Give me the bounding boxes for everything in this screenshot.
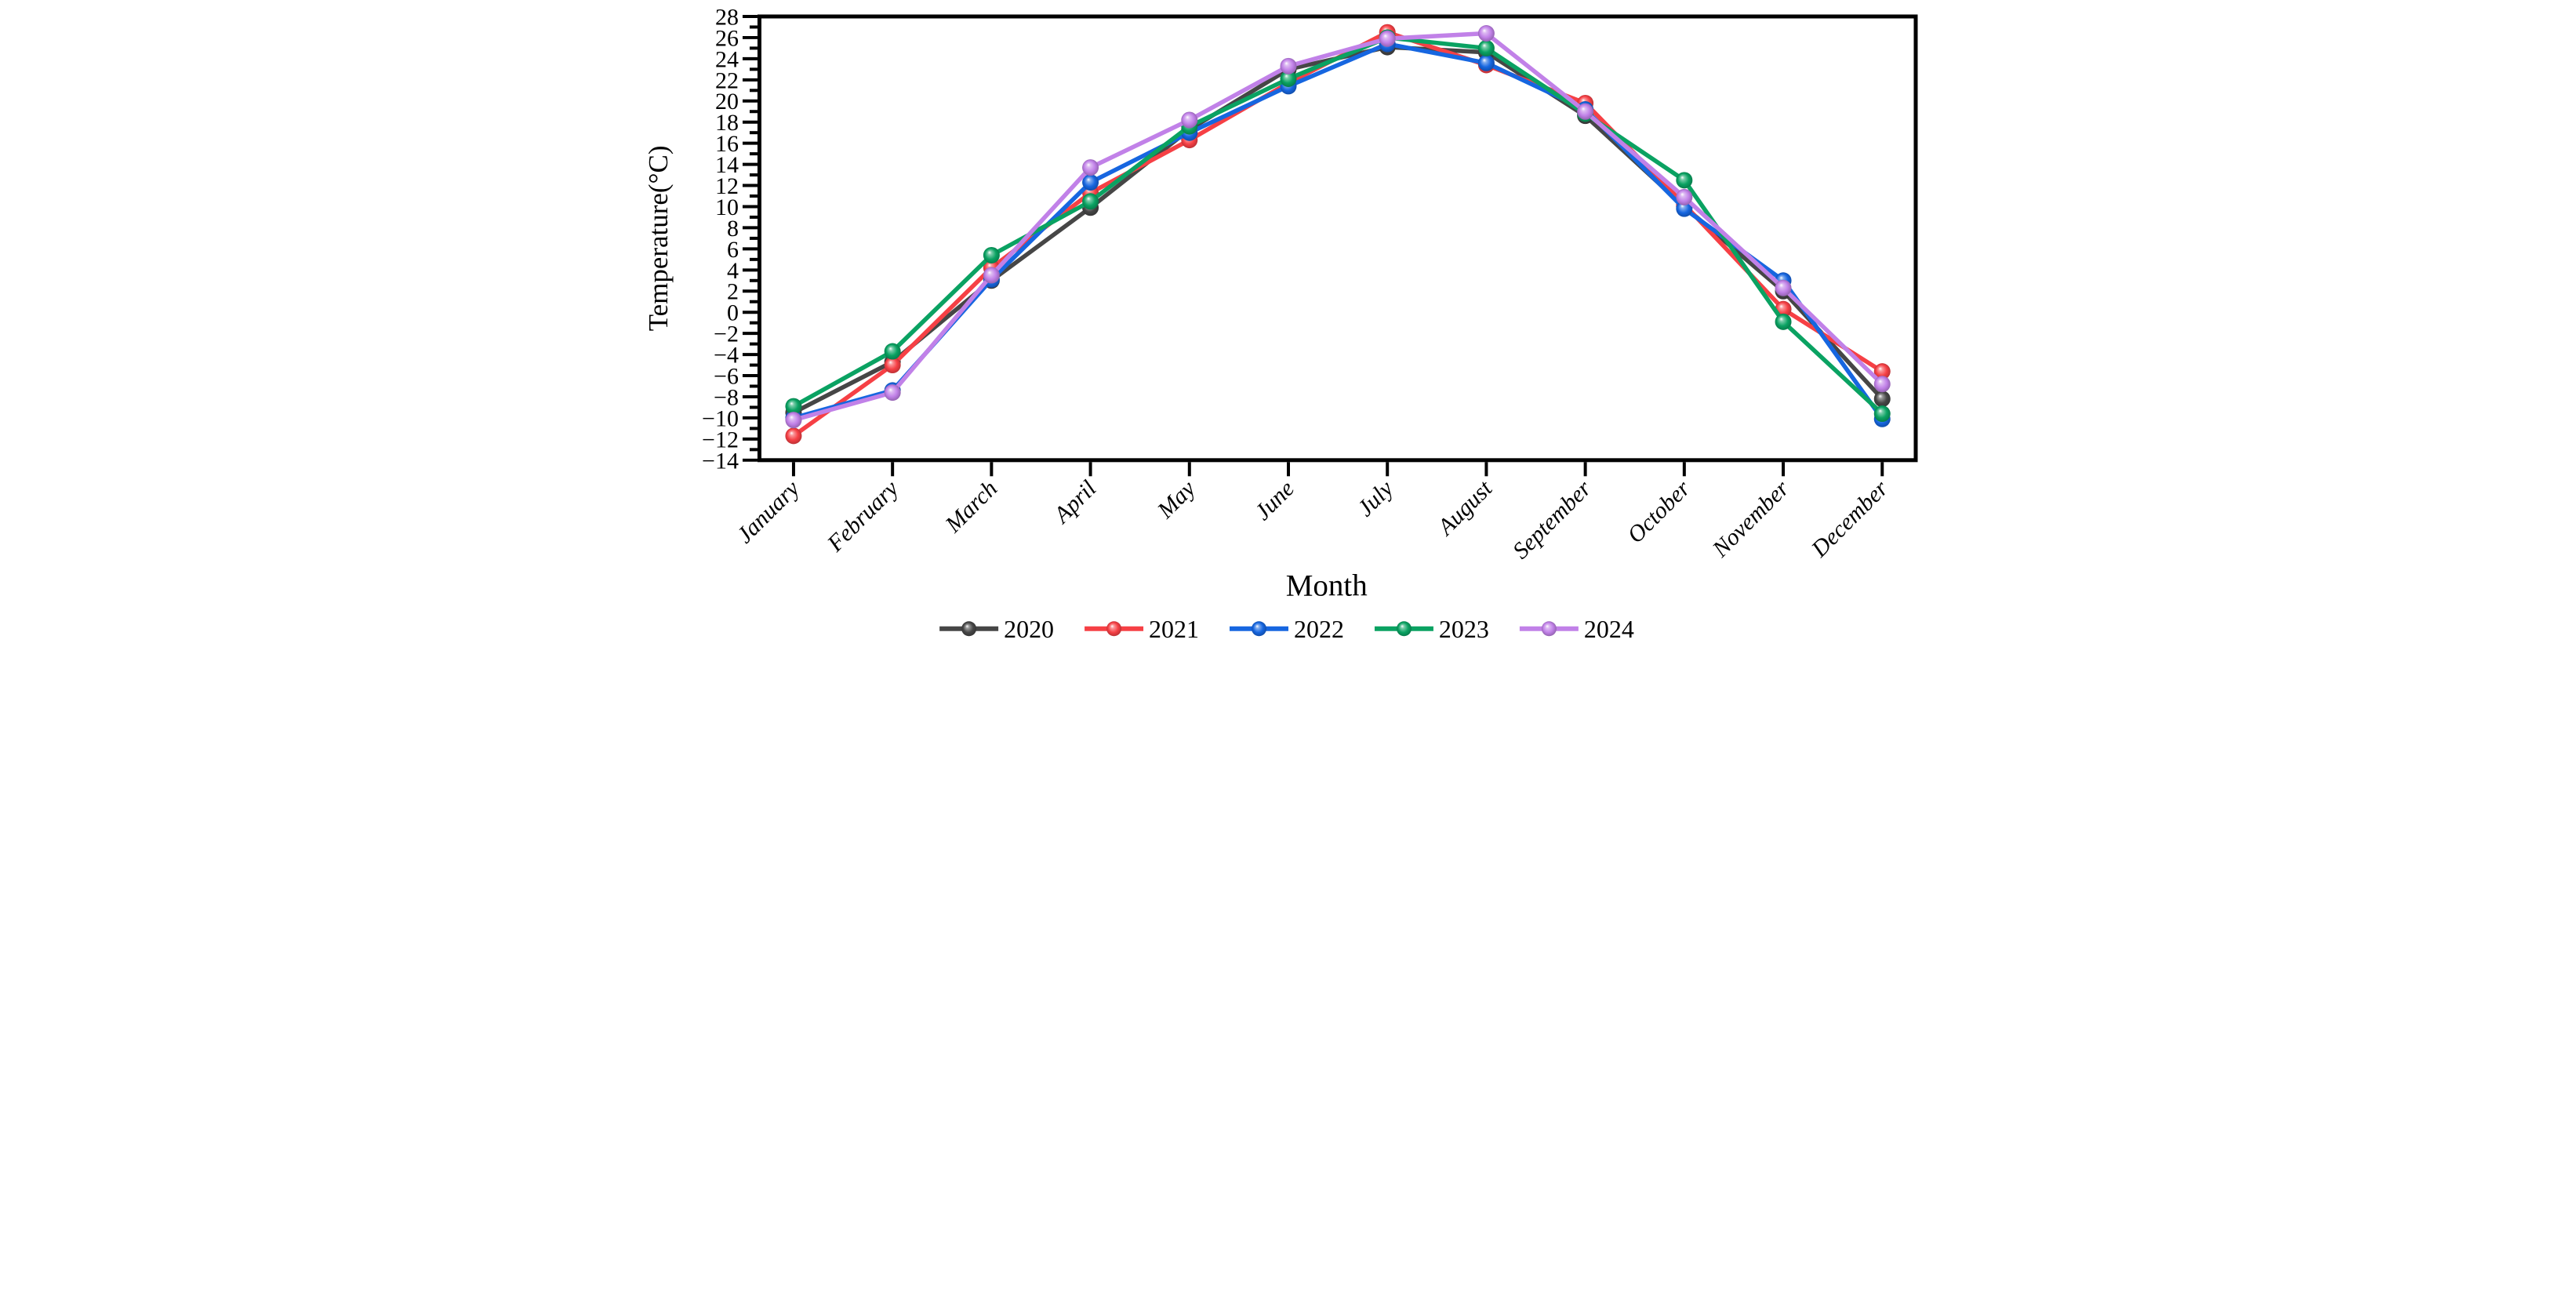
y-tick-label: 18 <box>714 110 738 136</box>
legend-marker-2022 <box>1251 621 1266 637</box>
y-tick-label: −6 <box>714 364 739 390</box>
data-point-2024-september <box>1576 103 1593 120</box>
chart-built-content: −14−12−10−8−6−4−202468101214161820222426… <box>702 4 1917 643</box>
legend-item-2024: 2024 <box>1519 616 1633 643</box>
series-line-2024 <box>790 31 1884 423</box>
data-point-2023-october <box>1675 172 1692 189</box>
data-point-2024-april <box>1081 159 1099 176</box>
data-point-2021-january <box>784 427 801 445</box>
data-point-2021-february <box>884 357 901 374</box>
data-point-2024-july <box>1379 30 1396 47</box>
plot-border <box>757 14 1917 463</box>
temperature-line-chart: −14−12−10−8−6−4−202468101214161820222426… <box>645 4 1917 643</box>
y-axis-tick-labels: −14−12−10−8−6−4−202468101214161820222426… <box>702 4 739 474</box>
month-label-january: January <box>732 475 805 548</box>
legend-label-2022: 2022 <box>1293 616 1343 643</box>
y-tick-label: 16 <box>714 131 738 157</box>
month-label-july: July <box>1352 475 1398 521</box>
data-point-2024-november <box>1775 279 1792 296</box>
legend-label-2021: 2021 <box>1149 616 1199 643</box>
data-point-2024-august <box>1477 25 1495 42</box>
series-2023 <box>784 29 1891 423</box>
legend-marker-2023 <box>1396 621 1412 637</box>
legend-item-2020: 2020 <box>939 616 1054 643</box>
legend-item-2021: 2021 <box>1084 616 1199 643</box>
y-tick-label: 26 <box>714 25 738 51</box>
y-tick-label: 10 <box>714 194 738 220</box>
legend-marker-2024 <box>1541 621 1557 637</box>
data-point-2024-december <box>1873 376 1891 393</box>
data-point-2024-march <box>983 267 1000 284</box>
data-point-2024-may <box>1180 111 1197 129</box>
series-2020 <box>784 38 1891 421</box>
data-point-2023-january <box>784 398 801 415</box>
data-point-2023-june <box>1280 70 1296 87</box>
y-tick-label: −4 <box>714 343 739 369</box>
legend-marker-2021 <box>1106 621 1121 637</box>
data-point-2024-february <box>884 384 901 401</box>
data-point-2021-december <box>1873 363 1891 380</box>
temperature-figure: −14 −12 −10 −8 −6 −4 −2 0 2 4 6 8 10 12 14 16 18 20 22 24 26… <box>644 0 1932 654</box>
month-label-june: June <box>1249 475 1299 525</box>
y-tick-label: −2 <box>714 322 739 347</box>
x-axis-tick-labels: January February March April May June July Augu… <box>732 475 1893 564</box>
y-tick-label: 6 <box>726 237 738 263</box>
data-point-2022-april <box>1081 174 1099 191</box>
y-tick-label: 2 <box>726 279 738 305</box>
month-label-february: February <box>821 475 903 558</box>
y-tick-label: −14 <box>702 448 739 474</box>
y-tick-label: −8 <box>714 384 739 410</box>
data-point-2023-april <box>1081 193 1099 210</box>
data-point-2023-august <box>1477 39 1495 56</box>
legend: 2020 2021 2022 2023 2024 <box>939 616 1633 643</box>
data-point-2022-october <box>1675 200 1692 217</box>
y-tick-label: −10 <box>702 405 739 431</box>
y-tick-label: 22 <box>714 67 738 93</box>
y-tick-label: 28 <box>714 4 738 30</box>
month-label-december: December <box>1806 475 1893 562</box>
y-tick-label: 4 <box>726 258 738 284</box>
legend-item-2023: 2023 <box>1374 616 1488 643</box>
data-point-2023-november <box>1775 313 1792 330</box>
data-point-2020-december <box>1873 391 1891 408</box>
y-axis-ticks <box>742 14 758 462</box>
month-label-november: November <box>1706 475 1793 562</box>
y-tick-label: 0 <box>726 300 738 326</box>
legend-label-2020: 2020 <box>1004 616 1054 643</box>
y-axis-title: Temperature(°C) <box>645 146 674 332</box>
data-point-2024-june <box>1280 57 1296 74</box>
axes <box>757 14 1917 463</box>
x-axis-ticks <box>791 462 1884 477</box>
data-point-2023-march <box>983 246 1000 263</box>
series-2024 <box>784 25 1891 429</box>
month-label-october: October <box>1622 475 1695 548</box>
legend-item-2022: 2022 <box>1229 616 1343 643</box>
y-tick-label: 20 <box>714 89 738 114</box>
series-line-2023 <box>790 35 1884 416</box>
y-tick-label: 12 <box>714 173 738 199</box>
data-point-2024-january <box>784 412 801 429</box>
month-label-march: March <box>939 475 1002 538</box>
y-tick-label: 8 <box>726 216 738 242</box>
y-tick-label: −12 <box>702 427 739 452</box>
month-label-may: May <box>1152 475 1201 524</box>
y-tick-label: 14 <box>714 152 738 178</box>
month-label-april: April <box>1048 475 1101 529</box>
data-point-2024-october <box>1675 188 1692 205</box>
month-label-august: August <box>1431 475 1497 541</box>
legend-marker-2020 <box>961 621 976 637</box>
data-point-2023-december <box>1873 405 1891 423</box>
data-point-2022-august <box>1477 54 1495 71</box>
month-label-september: September <box>1507 475 1596 564</box>
y-tick-label: 24 <box>714 46 738 72</box>
x-axis-title: Month <box>1285 569 1367 603</box>
data-point-2023-february <box>884 343 901 360</box>
legend-label-2024: 2024 <box>1583 616 1633 643</box>
legend-label-2023: 2023 <box>1438 616 1488 643</box>
